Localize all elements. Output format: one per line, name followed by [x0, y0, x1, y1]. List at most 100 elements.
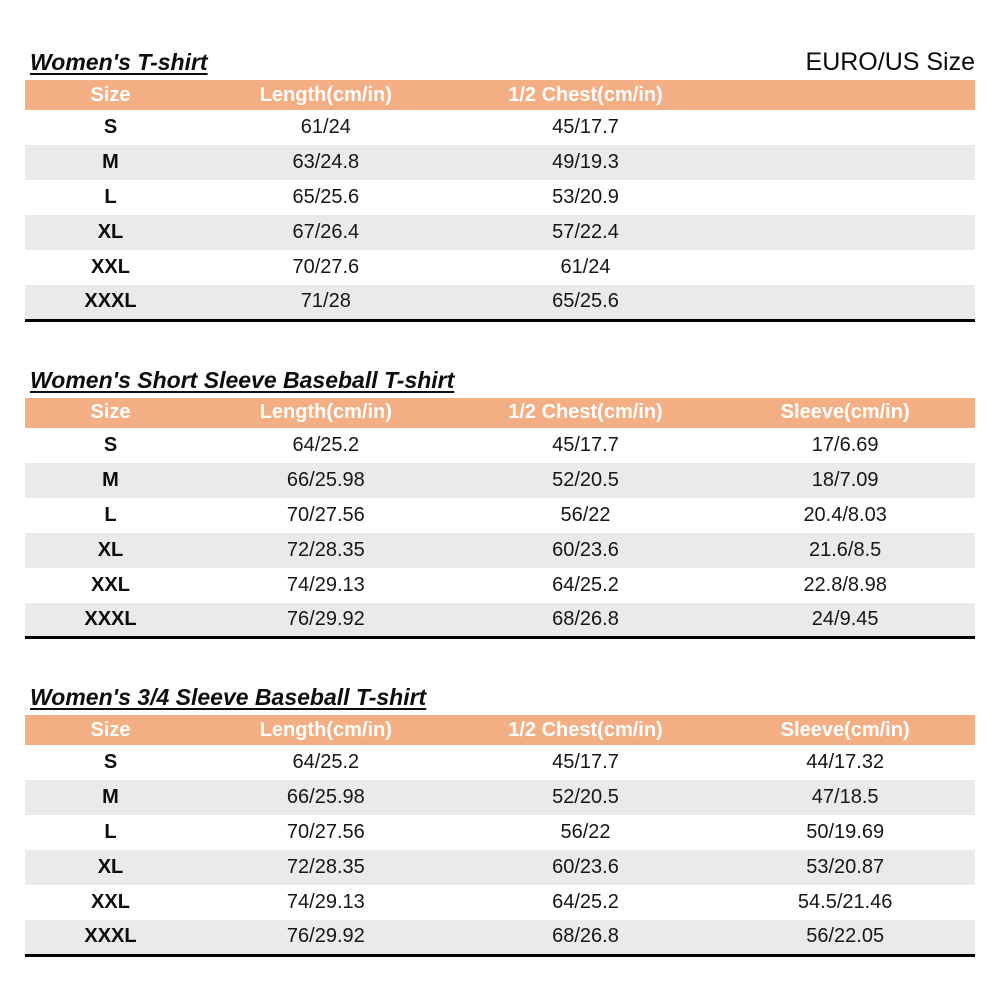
header-row: Size Length(cm/in) 1/2 Chest(cm/in) Sleeve(… [25, 715, 975, 745]
size-cell: M [102, 151, 119, 173]
section-title: Women's T-shirt [30, 49, 208, 75]
value-cell: 17/6.69 [811, 433, 879, 456]
value-cell: 70/27.56 [286, 503, 365, 526]
value-cell: 56/22.05 [806, 925, 885, 948]
table-row: S 64/25.2 45/17.7 17/6.69 [25, 428, 975, 463]
value-cell [715, 145, 975, 180]
column-header: Length(cm/in) [196, 397, 456, 428]
size-cell: XL [97, 221, 124, 243]
size-cell: S [103, 116, 118, 138]
value-cell: 70/27.6 [292, 256, 360, 278]
size-cell: S [103, 751, 118, 773]
table-row: XXXL 76/29.92 68/26.8 56/22.05 [25, 920, 975, 955]
size-table-womens-tshirt: Size Length(cm/in) 1/2 Chest(cm/in) S 61/24 4… [25, 80, 975, 322]
value-cell: 65/25.6 [292, 186, 360, 208]
value-cell: 61/24 [300, 116, 351, 138]
size-cell: XXXL [84, 290, 137, 313]
value-cell: 49/19.3 [552, 151, 619, 173]
value-cell: 54.5/21.46 [797, 891, 893, 913]
value-cell [715, 180, 975, 215]
section-title: Women's Short Sleeve Baseball T-shirt [30, 366, 455, 393]
value-cell: 66/25.98 [286, 468, 365, 491]
value-cell: 76/29.92 [286, 607, 365, 630]
value-cell [715, 285, 975, 320]
table-row: M 63/24.8 49/19.3 [25, 145, 975, 180]
value-cell: 74/29.13 [286, 891, 365, 913]
value-cell: 53/20.9 [552, 186, 619, 208]
value-cell: 45/17.7 [552, 751, 619, 773]
value-cell: 66/25.98 [286, 786, 365, 808]
table-row: XL 67/26.4 57/22.4 [25, 215, 975, 250]
size-cell: M [102, 468, 119, 491]
value-cell [715, 110, 975, 145]
size-cell: S [103, 433, 118, 456]
section-title: Women's 3/4 Sleeve Baseball T-shirt [30, 684, 427, 710]
column-header: 1/2 Chest(cm/in) [455, 397, 716, 428]
table-row: XXXL 76/29.92 68/26.8 24/9.45 [25, 602, 975, 638]
column-header: Length(cm/in) [196, 715, 456, 745]
column-header: 1/2 Chest(cm/in) [455, 80, 716, 110]
value-cell: 47/18.5 [811, 786, 879, 808]
value-cell: 64/25.2 [552, 891, 619, 913]
value-cell: 52/20.5 [552, 786, 619, 808]
table-row: XXL 74/29.13 64/25.2 22.8/8.98 [25, 568, 975, 603]
value-cell [715, 215, 975, 250]
value-cell: 64/25.2 [292, 433, 360, 456]
value-cell [715, 250, 975, 285]
value-cell: 65/25.6 [552, 290, 619, 313]
section-womens-short-sleeve-baseball-tshirt: Women's Short Sleeve Baseball T-shirt Si… [25, 364, 975, 639]
table-row: S 61/24 45/17.7 [25, 110, 975, 145]
table-row: L 70/27.56 56/22 50/19.69 [25, 815, 975, 850]
size-cell: XL [97, 538, 124, 561]
value-cell: 52/20.5 [552, 468, 619, 491]
value-cell: 44/17.32 [806, 751, 885, 773]
column-header: Size [25, 80, 196, 110]
value-cell: 76/29.92 [286, 925, 365, 948]
size-cell: XL [97, 856, 124, 878]
column-header: Sleeve(cm/in) [715, 397, 975, 428]
value-cell: 57/22.4 [552, 221, 619, 243]
value-cell: 72/28.35 [286, 856, 365, 878]
table-row: M 66/25.98 52/20.5 18/7.09 [25, 462, 975, 498]
value-cell: 64/25.2 [552, 573, 619, 596]
value-cell: 63/24.8 [292, 151, 360, 173]
table-row: XXL 70/27.6 61/24 [25, 250, 975, 285]
value-cell: 70/27.56 [286, 821, 365, 843]
section-header: Women's T-shirt EURO/US Size [25, 46, 975, 76]
section-header: Women's 3/4 Sleeve Baseball T-shirt [25, 681, 975, 711]
size-cell: M [102, 786, 119, 808]
section-header: Women's Short Sleeve Baseball T-shirt [25, 364, 975, 394]
size-cell: L [104, 821, 117, 843]
column-header: Size [25, 715, 196, 745]
table-row: XL 72/28.35 60/23.6 53/20.87 [25, 850, 975, 885]
value-cell: 53/20.87 [806, 856, 885, 878]
table-row: M 66/25.98 52/20.5 47/18.5 [25, 780, 975, 815]
column-header: 1/2 Chest(cm/in) [455, 715, 716, 745]
value-cell: 21.6/8.5 [809, 538, 882, 561]
size-cell: L [104, 503, 117, 526]
value-cell: 20.4/8.03 [803, 503, 887, 526]
table-row: L 70/27.56 56/22 20.4/8.03 [25, 498, 975, 533]
size-cell: XXL [91, 256, 130, 278]
value-cell: 45/17.7 [552, 116, 619, 138]
size-cell: XXXL [84, 925, 137, 948]
column-header: Size [25, 397, 196, 428]
header-row: Size Length(cm/in) 1/2 Chest(cm/in) [25, 80, 975, 110]
value-cell: 72/28.35 [286, 538, 365, 561]
value-cell: 60/23.6 [552, 856, 619, 878]
value-cell: 50/19.69 [806, 821, 885, 843]
section-womens-tshirt: Women's T-shirt EURO/US Size Size Length(… [25, 46, 975, 322]
size-cell: XXL [91, 891, 130, 913]
column-header-empty [715, 80, 975, 110]
value-cell: 22.8/8.98 [803, 573, 887, 596]
size-cell: L [104, 186, 117, 208]
table-row: XL 72/28.35 60/23.6 21.6/8.5 [25, 532, 975, 568]
value-cell: 45/17.7 [552, 433, 619, 456]
column-header: Sleeve(cm/in) [715, 715, 975, 745]
value-cell: 56/22 [560, 503, 611, 526]
value-cell: 67/26.4 [292, 221, 360, 243]
header-row: Size Length(cm/in) 1/2 Chest(cm/in) Sleeve(… [25, 397, 975, 428]
table-row: L 65/25.6 53/20.9 [25, 180, 975, 215]
value-cell: 56/22 [560, 821, 611, 843]
